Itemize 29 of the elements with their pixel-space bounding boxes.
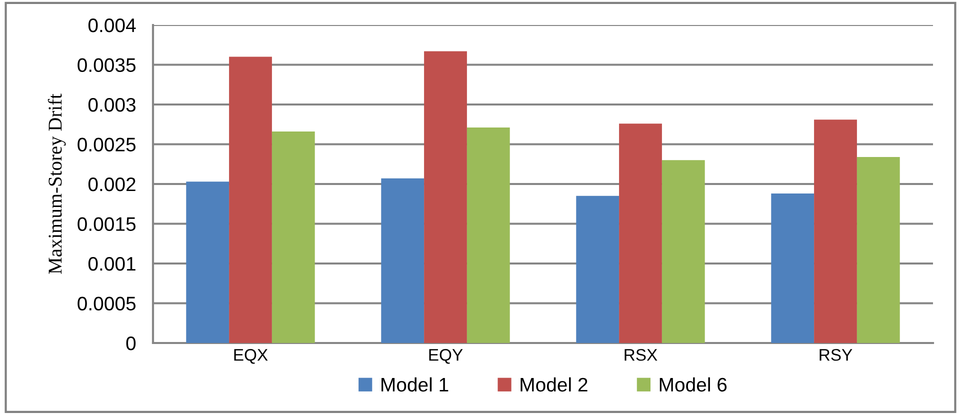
y-tick-label: 0.004	[88, 18, 136, 32]
y-tick-label: 0.0005	[78, 296, 136, 310]
y-tick-label: 0	[126, 336, 136, 350]
legend-label: Model 1	[382, 377, 448, 392]
bar	[424, 51, 467, 343]
legend-label: Model 6	[660, 377, 727, 392]
y-tick-label: 0.0015	[78, 217, 136, 231]
y-tick-label: 0.002	[88, 177, 136, 192]
bar	[814, 120, 857, 343]
bar	[272, 132, 315, 343]
bar	[381, 178, 424, 343]
bar	[576, 196, 620, 343]
bar	[466, 128, 510, 343]
bar	[771, 194, 814, 343]
bar	[856, 156, 900, 343]
y-tick-label: 0.003	[88, 98, 136, 112]
bar	[186, 182, 230, 343]
x-tick-label: EQY	[429, 348, 463, 364]
y-axis-title: Maximum-Storey Drift	[48, 94, 66, 274]
x-tick-label: RSX	[624, 348, 658, 361]
bar	[229, 56, 272, 343]
y-tick-label: 0.001	[88, 256, 136, 271]
legend-label: Model 2	[520, 377, 588, 392]
y-tick-label: 0.0035	[78, 58, 136, 72]
bar	[619, 124, 662, 343]
x-tick-label: RSY	[820, 348, 852, 361]
y-tick-label: 0.0025	[78, 138, 136, 152]
bar	[662, 160, 705, 343]
x-tick-label: EQX	[234, 348, 268, 364]
